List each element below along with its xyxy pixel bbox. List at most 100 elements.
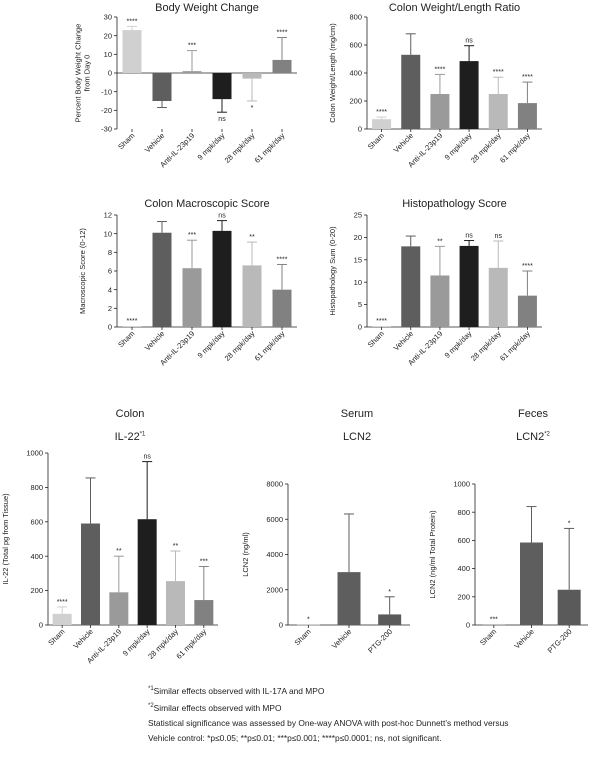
significance-label: ns <box>143 454 151 461</box>
bar <box>517 295 537 327</box>
y-tick-label: 0 <box>108 323 112 332</box>
footnote-3-text: Statistical significance was assessed by… <box>148 717 509 728</box>
bar <box>401 246 421 327</box>
serum-header: Serum <box>340 408 374 420</box>
y-tick-label: 600 <box>457 536 470 545</box>
bar <box>488 94 508 129</box>
bar <box>488 267 508 327</box>
bar <box>372 326 392 327</box>
y-axis-label: Percent Body Weight Change <box>74 24 83 123</box>
bar <box>109 592 129 625</box>
colon-header: Colon <box>115 408 145 420</box>
y-axis-label: Macroscopic Score (0-12) <box>78 228 87 314</box>
y-tick-label: 10 <box>104 50 112 59</box>
feces-label: LCN2 <box>516 431 545 443</box>
footnote-1: *1Similar effects observed with IL-17A a… <box>148 682 508 699</box>
significance-label: ** <box>437 238 443 245</box>
y-tick-label: 12 <box>104 211 112 220</box>
x-tick-label: Vehicle <box>512 627 535 650</box>
x-tick-label: Vehicle <box>143 329 166 352</box>
y-tick-label: 2 <box>108 304 112 313</box>
significance-label: * <box>251 105 254 112</box>
bar <box>517 103 537 129</box>
y-tick-label: 200 <box>457 592 470 601</box>
x-tick-label: Sham <box>116 329 136 349</box>
chart-title: Histopathology Score <box>402 198 507 210</box>
significance-label: *** <box>490 616 498 623</box>
chart-cw: Colon Weight/Length Ratio 0 200 400 600 800 Co… <box>328 2 542 169</box>
feces-footnote-mark: *2 <box>544 431 550 438</box>
x-tick-label: Vehicle <box>392 131 415 154</box>
bar <box>242 73 262 79</box>
x-tick-label: 61 mpk/day <box>174 627 208 661</box>
y-tick-label: 15 <box>354 255 362 264</box>
y-axis-label: LCN2 (ng/ml) <box>241 532 250 577</box>
bar <box>242 265 262 327</box>
x-tick-label: 9 mpk/day <box>196 329 227 360</box>
chart-feces: 0 200 400 600 800 1000 LCN2 (ng/ml Total Prote… <box>428 480 588 655</box>
bar <box>182 71 202 73</box>
significance-label: *** <box>188 43 196 50</box>
significance-label: ns <box>495 233 503 240</box>
y-tick-label: 800 <box>457 508 470 517</box>
x-tick-label: 61 mpk/day <box>253 329 287 363</box>
bar <box>459 245 479 327</box>
y-tick-label: 20 <box>104 31 112 40</box>
bar <box>296 624 320 626</box>
y-tick-label: 30 <box>104 13 112 22</box>
bar <box>401 54 421 129</box>
significance-label: * <box>388 589 391 596</box>
bar <box>52 613 72 625</box>
x-tick-label: 61 mpk/day <box>498 131 532 165</box>
bar <box>520 542 543 625</box>
y-tick-label: 400 <box>349 69 362 78</box>
bar <box>166 581 185 625</box>
bar <box>430 94 450 129</box>
y-tick-label: 200 <box>30 586 43 595</box>
y-axis-label: Histopathology Sum (0-20) <box>328 226 337 316</box>
x-tick-label: Vehicle <box>392 329 415 352</box>
chart-title: Colon Weight/Length Ratio <box>389 2 520 14</box>
bar <box>378 614 402 625</box>
y-tick-label: -20 <box>101 106 112 115</box>
y-axis-label: LCN2 (ng/ml Total Protein) <box>428 510 437 599</box>
significance-label: **** <box>127 318 138 325</box>
significance-label: **** <box>57 599 68 606</box>
bar <box>122 326 142 327</box>
x-tick-label: 61 mpk/day <box>498 329 532 363</box>
y-tick-label: 6000 <box>266 515 283 524</box>
x-tick-label: PTG-200 <box>546 627 574 655</box>
significance-label: ** <box>173 543 179 550</box>
serum-sub-header: LCN2 <box>342 431 372 443</box>
bar <box>372 119 392 129</box>
bar <box>272 289 292 327</box>
significance-label: ns <box>218 213 226 220</box>
il22-label: IL-22 <box>114 431 140 443</box>
feces-sub-header: LCN2*2 <box>503 431 563 443</box>
significance-label: **** <box>522 74 533 81</box>
significance-label: ns <box>465 38 473 45</box>
bar <box>430 275 450 327</box>
y-tick-label: 400 <box>30 552 43 561</box>
bar <box>152 232 172 327</box>
bar <box>137 519 157 625</box>
y-tick-label: 4 <box>108 285 112 294</box>
chart-il22: 0 200 400 600 800 1000 IL-22 (Total pg from Ti… <box>1 449 218 665</box>
x-tick-label: Vehicle <box>330 627 353 650</box>
x-tick-label: PTG-200 <box>366 627 394 655</box>
bar <box>212 73 232 100</box>
y-tick-label: 0 <box>39 621 43 630</box>
y-tick-label: 0 <box>279 621 283 630</box>
x-tick-label: Sham <box>478 627 498 647</box>
footnote-2-text: Similar effects observed with MPO <box>153 702 282 713</box>
y-tick-label: 6 <box>108 267 112 276</box>
significance-label: ns <box>218 116 226 123</box>
chart-bw: Body Weight Change -30 -20 -10 0 10 20 30 Percen… <box>74 2 297 169</box>
x-tick-label: Sham <box>116 131 136 151</box>
x-tick-label: 28 mpk/day <box>469 329 503 363</box>
significance-label: ** <box>116 548 122 555</box>
significance-label: *** <box>200 559 208 566</box>
x-tick-label: Vehicle <box>71 627 94 650</box>
y-tick-label: 1000 <box>26 449 43 458</box>
y-tick-label: 2000 <box>266 585 283 594</box>
